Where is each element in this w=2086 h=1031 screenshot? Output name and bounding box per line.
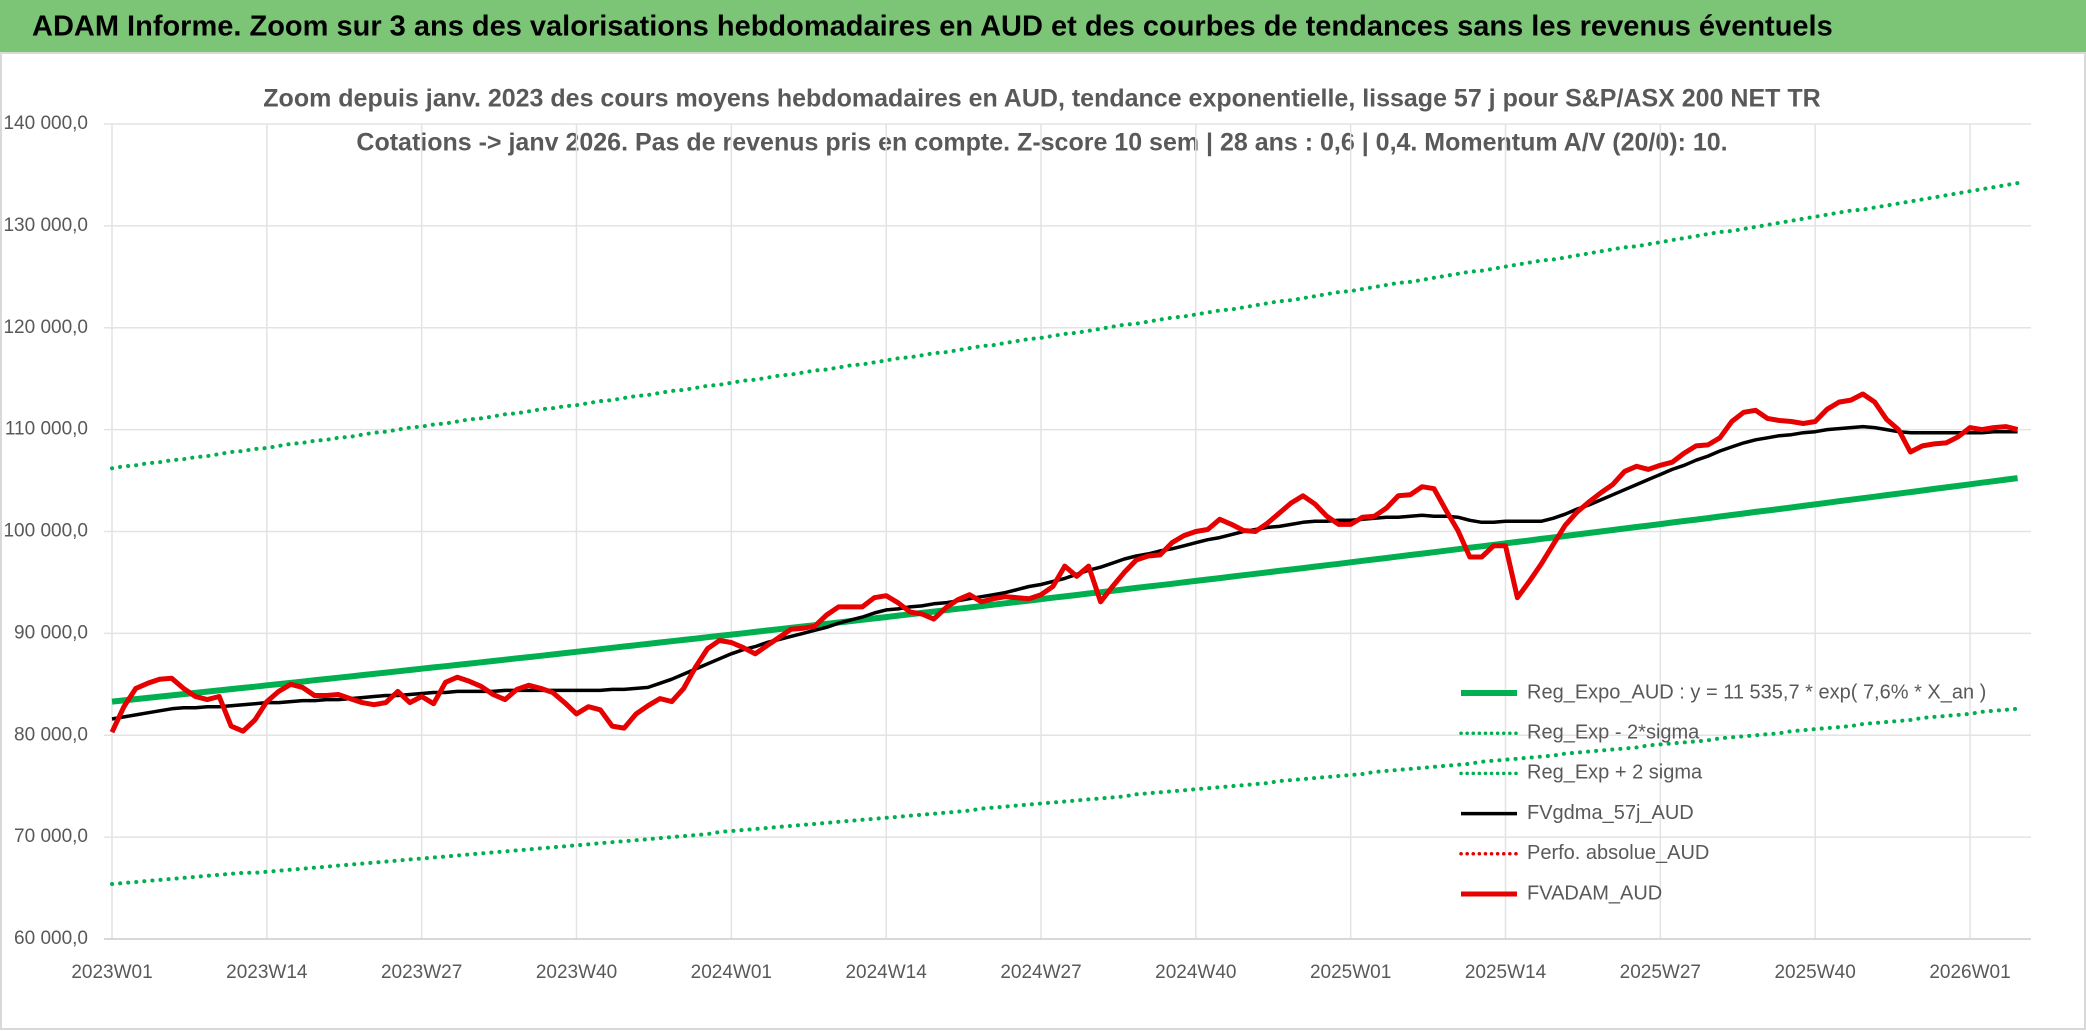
- x-tick-label: 2025W27: [1620, 962, 1701, 983]
- y-tick-label: 110 000,0: [5, 419, 88, 440]
- x-tick-label: 2025W01: [1310, 962, 1391, 983]
- x-tick-label: 2023W14: [226, 962, 308, 983]
- x-tick-label: 2026W01: [1929, 962, 2010, 983]
- y-tick-label: 130 000,0: [3, 215, 88, 236]
- chart-title: ADAM Informe. Zoom sur 3 ans des valoris…: [32, 11, 1833, 43]
- y-tick-label: 90 000,0: [14, 622, 88, 643]
- chart-subtitle: Zoom depuis janv. 2023 des cours moyens …: [263, 85, 1820, 113]
- legend-label: Reg_Exp - 2*sigma: [1527, 721, 1700, 743]
- series-line: [109, 391, 2019, 734]
- header-bar: [0, 0, 2086, 53]
- x-tick-label: 2023W27: [381, 962, 462, 983]
- x-tick-label: 2023W01: [71, 962, 152, 983]
- legend-label: FVADAM_AUD: [1527, 882, 1662, 904]
- x-tick-label: 2023W40: [536, 962, 617, 983]
- chart-frame: [0, 52, 2086, 1030]
- x-tick-label: 2024W14: [845, 962, 927, 983]
- y-tick-label: 120 000,0: [3, 317, 88, 338]
- chart-subtitle: Cotations -> janv 2026. Pas de revenus p…: [356, 129, 1727, 157]
- legend-label: Perfo. absolue_AUD: [1527, 842, 1709, 864]
- series-line: [111, 475, 2018, 705]
- y-tick-label: 140 000,0: [3, 113, 88, 134]
- legend-label: FVgdma_57j_AUD: [1527, 802, 1694, 824]
- series-line: [110, 706, 2020, 886]
- x-tick-label: 2024W27: [1000, 962, 1081, 983]
- series-line: [111, 424, 2018, 721]
- legend-label: Reg_Expo_AUD : y = 11 535,7 * exp( 7,6% …: [1527, 681, 1986, 703]
- y-tick-label: 100 000,0: [3, 521, 88, 542]
- x-tick-label: 2025W40: [1774, 962, 1855, 983]
- y-tick-label: 60 000,0: [14, 928, 88, 949]
- x-tick-label: 2024W01: [691, 962, 772, 983]
- x-tick-label: 2025W14: [1465, 962, 1547, 983]
- x-tick-label: 2024W40: [1155, 962, 1236, 983]
- y-tick-label: 80 000,0: [14, 724, 88, 745]
- legend-label: Reg_Exp + 2 sigma: [1527, 762, 1703, 784]
- series-line: [110, 181, 2020, 471]
- y-tick-label: 70 000,0: [14, 826, 88, 847]
